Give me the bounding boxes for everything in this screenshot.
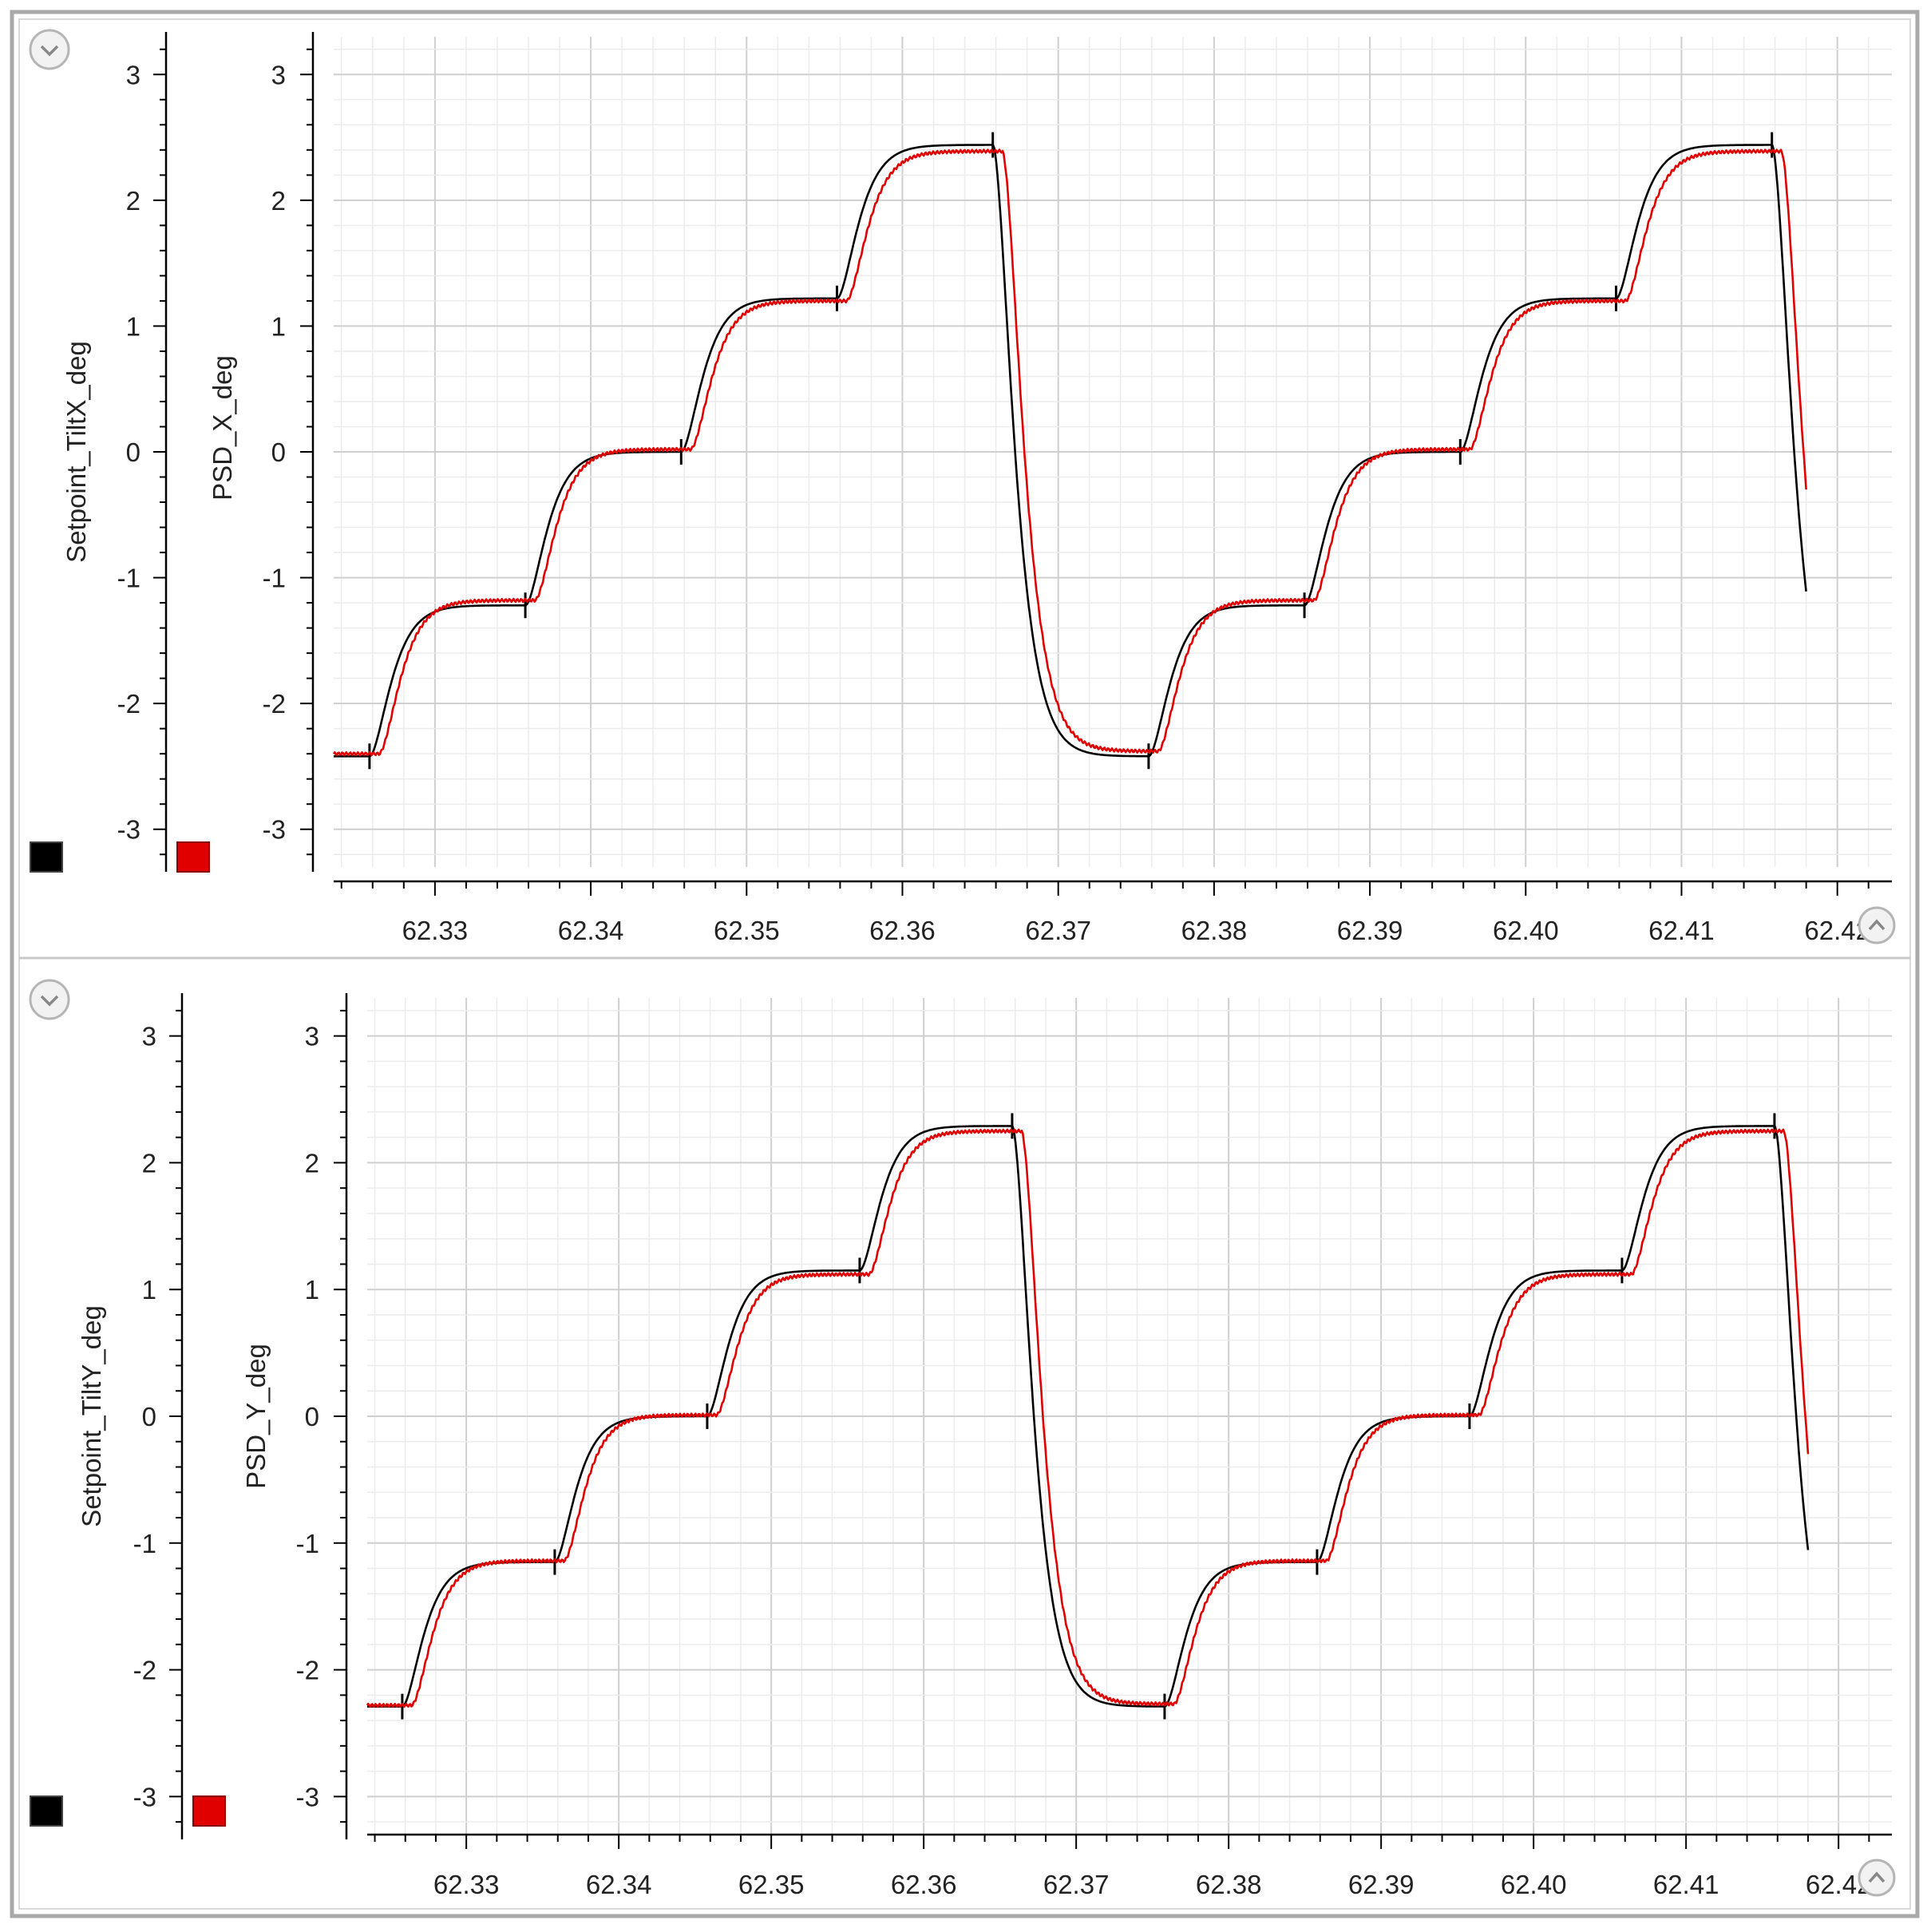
y-tick-label: -2 — [263, 689, 286, 719]
y-tick-label: 1 — [126, 311, 140, 341]
y-tick-label: 2 — [142, 1148, 156, 1178]
inner-frame — [18, 18, 1911, 1910]
y-tick-label: -3 — [133, 1782, 156, 1811]
y-tick-label: -2 — [117, 689, 140, 719]
x-tick-label: 62.40 — [1493, 916, 1559, 945]
y-axis-1: 3 2 1 0 -1 -2 -3 Setpoint_TiltX_deg — [61, 32, 168, 872]
y-tick-label: -3 — [263, 815, 286, 845]
y-tick-label: 0 — [305, 1402, 319, 1431]
y-tick-label: 2 — [305, 1148, 319, 1178]
y-tick-label: -1 — [296, 1529, 319, 1558]
x-tick-label: 62.34 — [558, 916, 624, 945]
x-tick-label: 62.37 — [1025, 916, 1091, 945]
y-tick-label: 3 — [271, 60, 286, 89]
expand-chevron-up-icon[interactable] — [1858, 1859, 1896, 1897]
y-tick-label: -1 — [117, 564, 140, 593]
y-axis-1: 3 2 1 0 -1 -2 -3 Setpoint_TiltY_deg — [77, 993, 184, 1839]
expand-chevron-up-icon[interactable] — [1858, 906, 1896, 944]
y-tick-label: -3 — [117, 815, 140, 845]
y-tick-label: -3 — [296, 1782, 319, 1811]
y-tick-label: -1 — [263, 564, 286, 593]
y-tick-label: -1 — [133, 1529, 156, 1558]
y-tick-label: 3 — [126, 60, 140, 89]
legend-swatch-psd[interactable] — [176, 841, 210, 873]
chart-panel-2: 3 2 1 0 -1 -2 -3 Setpoint_TiltY_deg 3 2 1 0 -1 -2 -3 PS… — [29, 979, 1896, 1899]
y-tick-label: 1 — [271, 311, 286, 341]
x-tick-label: 62.35 — [738, 1870, 805, 1899]
y-tick-label: 1 — [305, 1275, 319, 1304]
x-tick-label: 62.36 — [869, 916, 936, 945]
y-tick-label: 2 — [271, 186, 286, 216]
x-tick-label: 62.33 — [402, 916, 469, 945]
y-tick-label: -2 — [133, 1656, 156, 1685]
y-axis-2: 3 2 1 0 -1 -2 -3 PSD_Y_deg — [241, 993, 348, 1839]
x-tick-label: 62.39 — [1337, 916, 1403, 945]
x-tick-label: 62.37 — [1043, 1870, 1110, 1899]
y-axis-title: Setpoint_TiltY_deg — [77, 1305, 106, 1527]
x-tick-label: 62.41 — [1653, 1870, 1719, 1899]
x-tick-label: 62.33 — [433, 1870, 500, 1899]
y-axis-title: PSD_X_deg — [208, 355, 237, 501]
y-tick-label: 0 — [126, 437, 140, 467]
y-tick-label: 3 — [305, 1022, 319, 1051]
y-tick-label: 0 — [271, 437, 286, 467]
x-tick-label: 62.36 — [891, 1870, 957, 1899]
series-line-setpoint — [367, 1125, 1810, 1708]
y-axis-title: PSD_Y_deg — [241, 1344, 271, 1489]
legend-swatch-setpoint[interactable] — [30, 1795, 63, 1827]
collapse-chevron-down-icon[interactable] — [29, 29, 70, 70]
x-tick-label: 62.40 — [1501, 1870, 1567, 1899]
y-tick-label: -2 — [296, 1656, 319, 1685]
series-line-psd — [332, 148, 1807, 757]
x-tick-label: 62.39 — [1348, 1870, 1415, 1899]
legend-swatch-psd[interactable] — [192, 1795, 226, 1827]
collapse-chevron-down-icon[interactable] — [29, 979, 70, 1020]
grid — [334, 37, 1892, 867]
x-tick-label: 62.35 — [714, 916, 780, 945]
x-axis: 62.33 62.34 62.35 62.36 62.37 62.38 62.39 62.40… — [334, 880, 1892, 945]
y-tick-label: 3 — [142, 1022, 156, 1051]
x-axis: 62.33 62.34 62.35 62.36 62.37 62.38 62.39 62.40… — [367, 1833, 1892, 1899]
x-tick-label: 62.34 — [586, 1870, 652, 1899]
y-tick-label: 1 — [142, 1275, 156, 1304]
y-axis-2: 3 2 1 0 -1 -2 -3 PSD_X_deg — [208, 32, 315, 872]
x-tick-label: 62.38 — [1181, 916, 1248, 945]
x-tick-label: 62.41 — [1648, 916, 1715, 945]
series-line-setpoint — [334, 144, 1807, 758]
y-tick-label: 2 — [126, 186, 140, 216]
y-axis-title: Setpoint_TiltX_deg — [61, 341, 91, 563]
series-line-psd — [366, 1128, 1810, 1708]
chart-panel-1: 3 2 1 0 -1 -2 -3 Setpoint_TiltX_deg 3 2 1 0 -1 -2 -3 PS… — [29, 29, 1896, 945]
legend-swatch-setpoint[interactable] — [30, 841, 63, 873]
x-tick-label: 62.38 — [1196, 1870, 1262, 1899]
y-tick-label: 0 — [142, 1402, 156, 1431]
